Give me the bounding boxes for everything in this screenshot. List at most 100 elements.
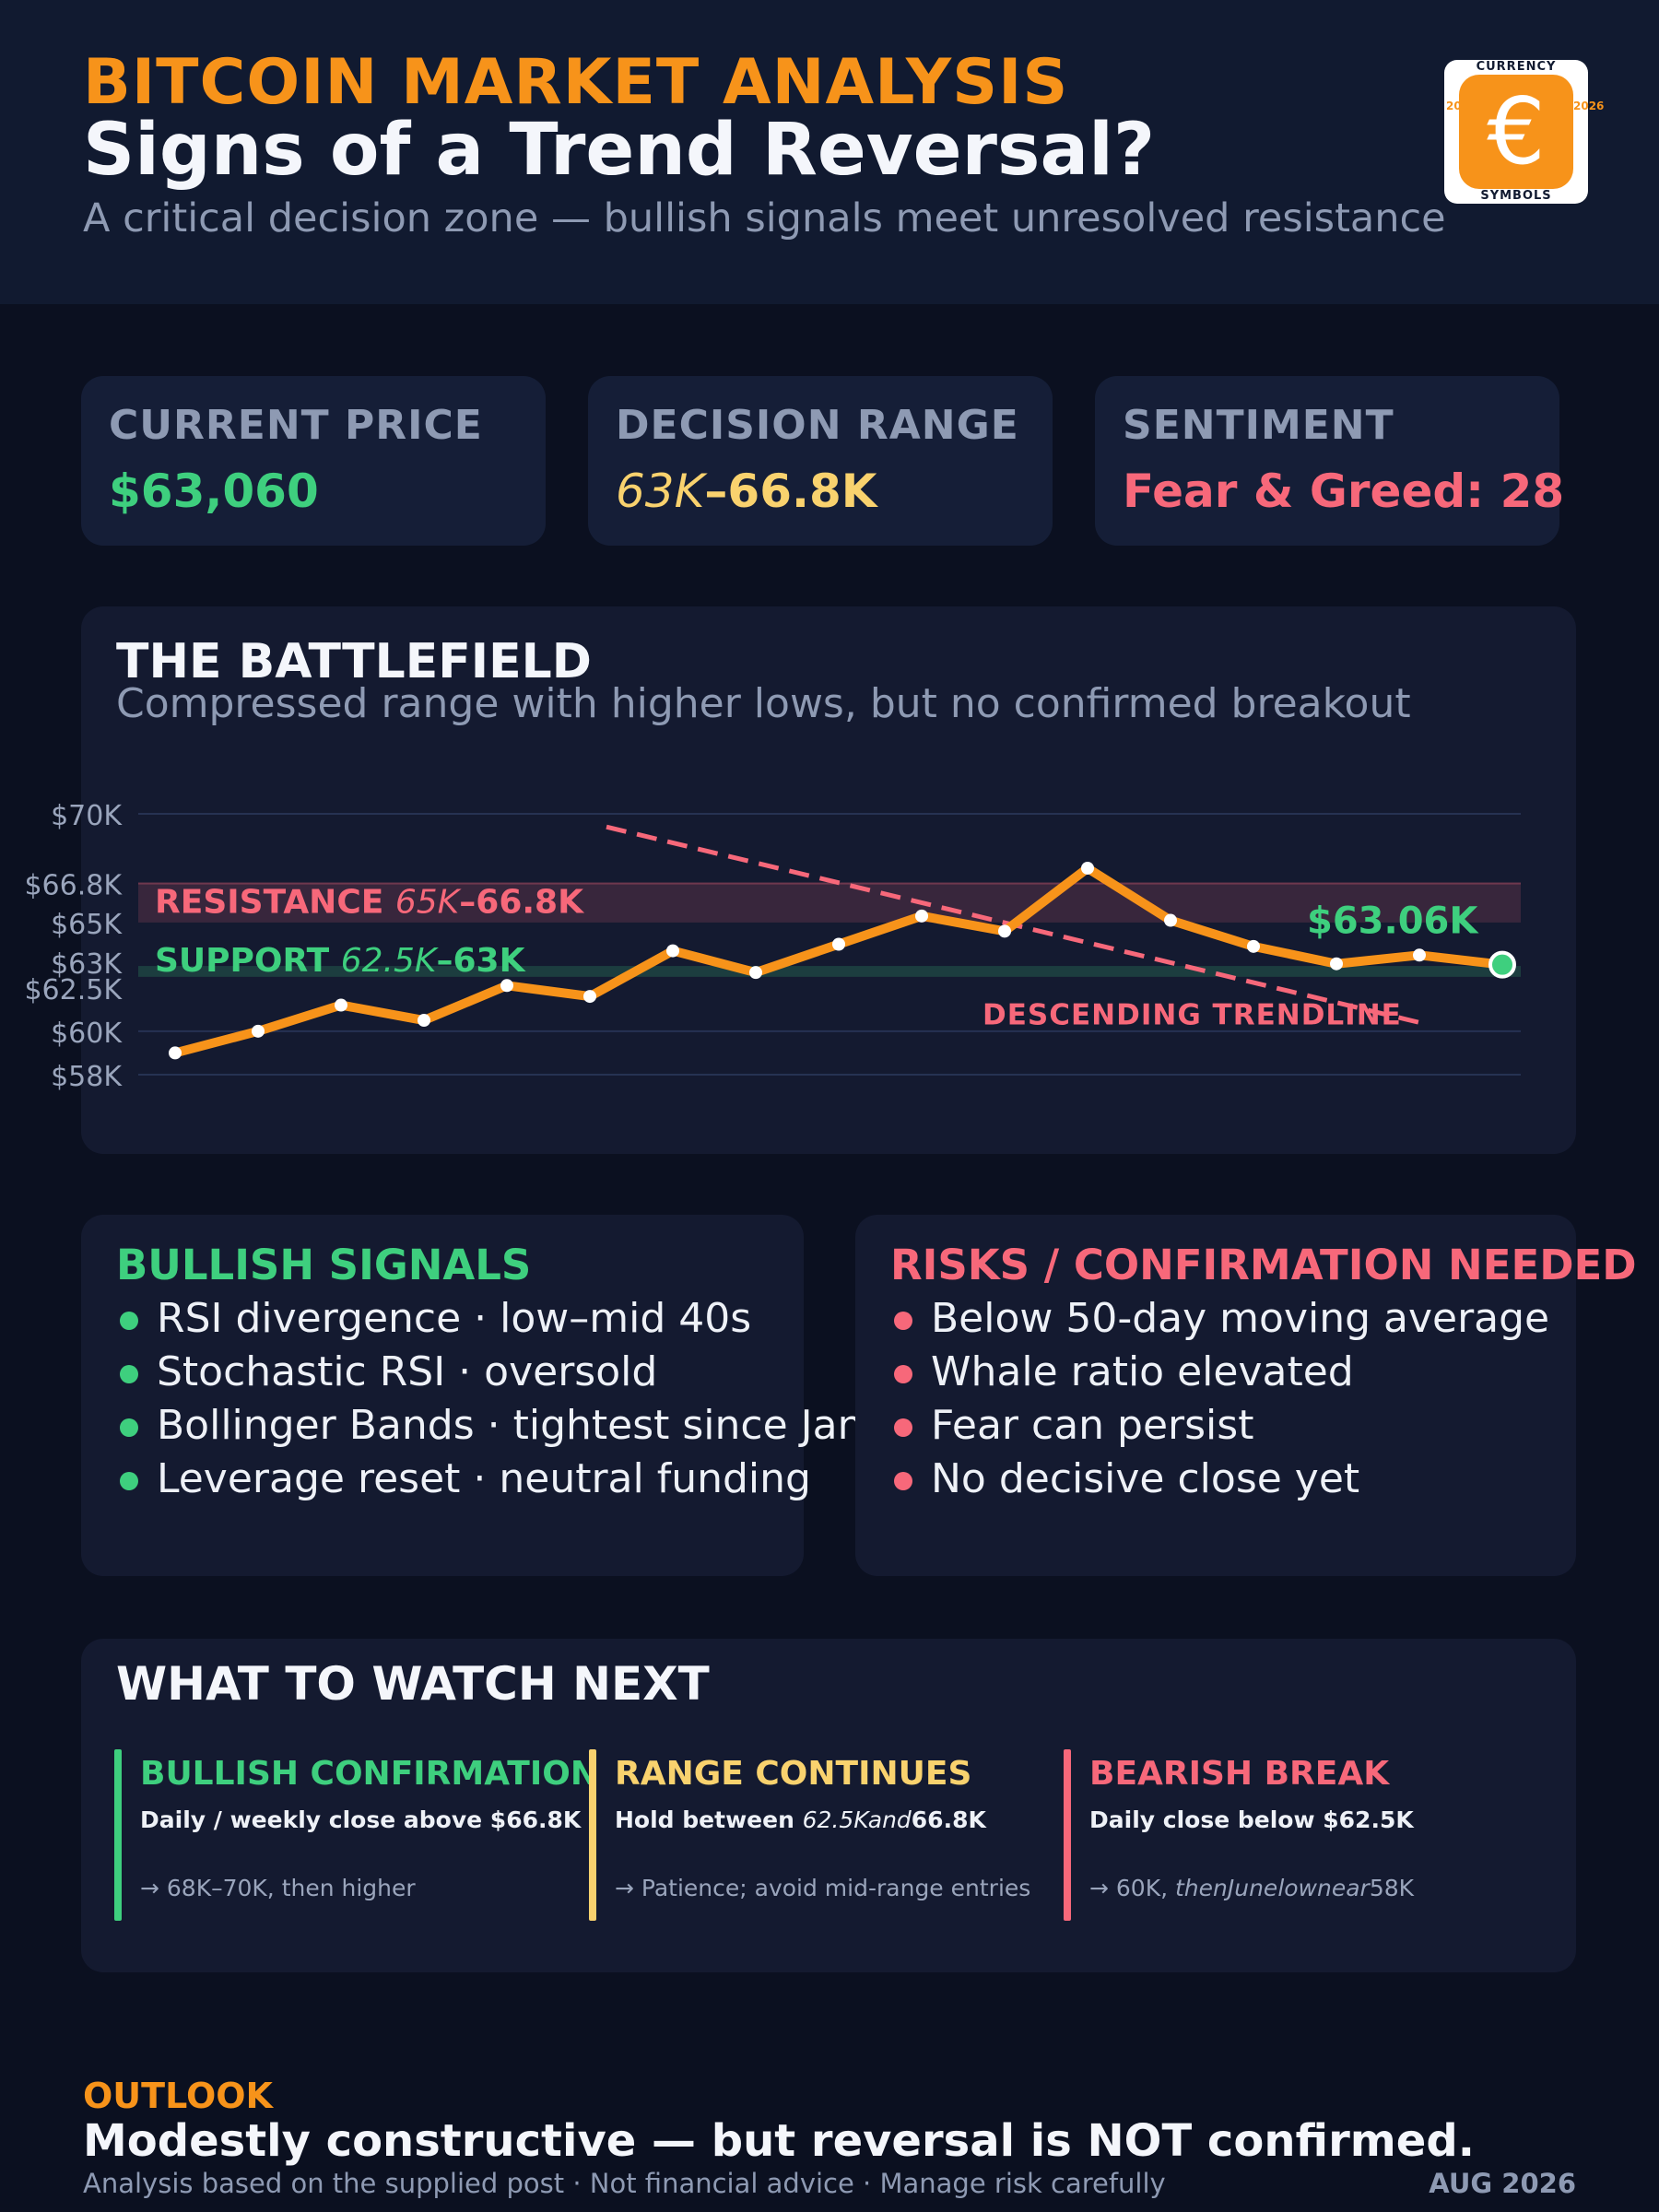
watch-panel: WHAT TO WATCH NEXT BULLISH CONFIRMATION … [81, 1639, 1576, 1972]
watch-heading: RANGE CONTINUES [615, 1755, 972, 1793]
stat-value-sentiment: Fear & Greed: 28 [1123, 465, 1565, 518]
data-point [915, 909, 928, 923]
watch-col-bearish: BEARISH BREAK Daily close below $62.5K →… [1064, 1749, 1543, 1921]
price-chart: $70K $66.8K $65K $63K$62.5K $60K $58K RESISTA… [24, 800, 1521, 1093]
band-support [138, 966, 1521, 977]
chart-labels: RESISTANCE 65K–66.8K SUPPORT 62.5K–63K $63… [155, 883, 1479, 1031]
watch-col-bullish: BULLISH CONFIRMATION Daily / weekly clos… [114, 1749, 598, 1921]
logo-right-text: 2026 [1573, 99, 1604, 113]
outcome-plain: → 60K, [1089, 1875, 1175, 1901]
list-item-text: Leverage reset · neutral funding [157, 1455, 811, 1502]
data-point [1330, 957, 1343, 971]
battlefield-title: THE BATTLEFIELD [116, 634, 592, 689]
list-item-text: Whale ratio elevated [931, 1348, 1354, 1395]
watch-columns: BULLISH CONFIRMATION Daily / weekly clos… [114, 1749, 1552, 1921]
y-tick-label: $70K [51, 800, 123, 832]
data-point [335, 998, 347, 1012]
page-subtitle: A critical decision zone — bullish signa… [83, 195, 1446, 241]
band-range-bold: –63K [437, 942, 526, 980]
battlefield-subtitle: Compressed range with higher lows, but n… [116, 680, 1411, 727]
watch-outcome: → 60K, thenJunelownear58K [1089, 1875, 1414, 1901]
data-point [500, 979, 513, 993]
bullet-dot-icon [894, 1365, 912, 1383]
stat-label: SENTIMENT [1123, 402, 1394, 449]
risks-list: Below 50-day moving average Whale ratio … [890, 1292, 1549, 1506]
list-item-text: Fear can persist [931, 1402, 1254, 1449]
list-item: RSI divergence · low–mid 40s [116, 1292, 863, 1346]
data-point [252, 1024, 265, 1038]
logo-top-text: CURRENCY [1476, 60, 1557, 74]
stat-card-current-price: CURRENT PRICE $63,060 [81, 376, 546, 546]
watch-accent-bar [1064, 1749, 1071, 1921]
bullet-dot-icon [894, 1472, 912, 1490]
chart-grid [138, 813, 1521, 1076]
watch-description: Daily close below $62.5K [1089, 1806, 1414, 1833]
band-name: SUPPORT [155, 942, 341, 980]
list-item: Leverage reset · neutral funding [116, 1453, 863, 1506]
y-tick-label: $66.8K [24, 869, 123, 901]
watch-description: Hold between 62.5Kand66.8K [615, 1806, 986, 1833]
watch-col-range: RANGE CONTINUES Hold between 62.5Kand66.… [589, 1749, 1050, 1921]
outlook-kicker: OUTLOOK [83, 2076, 273, 2116]
watch-heading: BULLISH CONFIRMATION [140, 1755, 598, 1793]
list-item: Stochastic RSI · oversold [116, 1346, 863, 1399]
data-point [418, 1014, 430, 1028]
bullet-dot-icon [120, 1418, 138, 1437]
currency-logo: CURRENCY 2020 € 2026 SYMBOLS [1444, 60, 1604, 204]
band-range-italic: 65K [395, 883, 462, 921]
band-name: RESISTANCE [155, 883, 395, 921]
logo-left-text: 2020 [1446, 99, 1477, 113]
stat-value-range: 63K–66.8K [616, 465, 877, 518]
bullet-dot-icon [120, 1312, 138, 1330]
data-point [832, 937, 845, 951]
list-item: Bollinger Bands · tightest since Jan [116, 1399, 863, 1453]
header-kicker: BITCOIN MARKET ANALYSIS [83, 46, 1069, 119]
watch-accent-bar [114, 1749, 122, 1921]
risks-panel: RISKS / CONFIRMATION NEEDED Below 50-day… [855, 1215, 1637, 1576]
list-item-text: RSI divergence · low–mid 40s [157, 1295, 752, 1342]
bullet-dot-icon [120, 1365, 138, 1383]
y-tick-label: $63K [51, 948, 123, 981]
bullet-dot-icon [894, 1312, 912, 1330]
y-tick-label: $58K [51, 1061, 123, 1093]
list-item: Fear can persist [890, 1399, 1549, 1453]
band-range-italic: 62.5K [341, 942, 439, 980]
stat-label: DECISION RANGE [616, 402, 1019, 449]
band-range-bold: –66.8K [459, 883, 584, 921]
list-item: Whale ratio elevated [890, 1346, 1549, 1399]
watch-accent-bar [589, 1749, 596, 1921]
chart-series [169, 861, 1516, 1060]
band-resistance [138, 883, 1521, 923]
watch-outcome: → Patience; avoid mid-range entries [615, 1875, 1031, 1901]
watch-heading: BEARISH BREAK [1089, 1755, 1390, 1793]
y-tick-label: $60K [51, 1018, 123, 1050]
range-italic-part: 63K [616, 465, 705, 518]
euro-symbol-icon: € [1487, 77, 1546, 185]
current-price-label: $63.06K [1307, 900, 1479, 943]
bullish-panel: BULLISH SIGNALS RSI divergence · low–mid… [81, 1215, 863, 1576]
band-label-resistance: RESISTANCE 65K–66.8K [155, 883, 584, 921]
stat-card-decision-range: DECISION RANGE 63K–66.8K [588, 376, 1053, 546]
data-point [583, 990, 596, 1004]
band-label-support: SUPPORT 62.5K–63K [155, 942, 526, 980]
chart-bands [138, 882, 1521, 977]
outlook-text: Modestly constructive — but reversal is … [83, 2115, 1475, 2167]
report-date: AUG 2026 [1429, 2168, 1576, 2199]
watch-description: Daily / weekly close above $66.8K [140, 1806, 582, 1833]
footnote: Analysis based on the supplied post · No… [83, 2168, 1166, 2199]
bullish-title: BULLISH SIGNALS [116, 1241, 532, 1289]
list-item: No decisive close yet [890, 1453, 1549, 1506]
stat-label: CURRENT PRICE [109, 402, 483, 449]
outcome-italic: thenJunelownear [1175, 1875, 1370, 1901]
data-point [1413, 948, 1426, 962]
list-item-text: Below 50-day moving average [931, 1295, 1550, 1342]
list-item-text: No decisive close yet [931, 1455, 1360, 1502]
data-point [998, 924, 1011, 938]
bullish-list: RSI divergence · low–mid 40s Stochastic … [116, 1292, 863, 1506]
chart-y-axis: $70K $66.8K $65K $63K$62.5K $60K $58K [24, 800, 123, 1093]
y-tick-label: $62.5K [24, 974, 123, 1006]
data-point [749, 966, 762, 980]
bullet-dot-icon [894, 1418, 912, 1437]
bullet-dot-icon [120, 1472, 138, 1490]
list-item: Below 50-day moving average [890, 1292, 1549, 1346]
